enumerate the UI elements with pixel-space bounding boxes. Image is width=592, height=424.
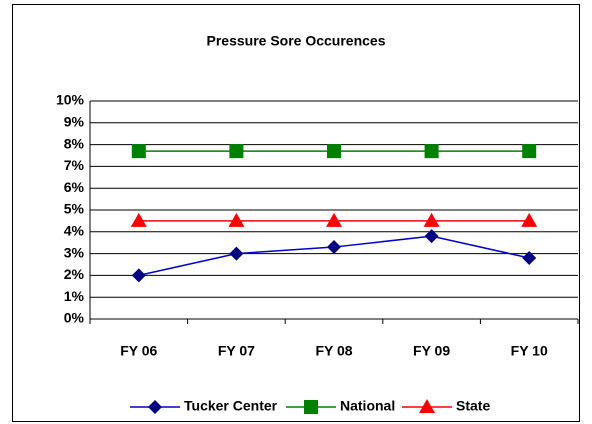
data-point bbox=[326, 212, 342, 227]
y-tick-label: 2% bbox=[64, 266, 85, 282]
legend-marker bbox=[419, 399, 435, 413]
data-point bbox=[423, 212, 440, 227]
chart-title: Pressure Sore Occurences bbox=[207, 33, 386, 49]
data-point bbox=[130, 212, 147, 227]
data-point bbox=[521, 212, 538, 227]
data-point bbox=[522, 144, 537, 159]
data-point bbox=[131, 268, 146, 283]
y-tick-label: 8% bbox=[64, 135, 85, 151]
data-point bbox=[522, 250, 537, 265]
y-tick-label: 4% bbox=[64, 223, 85, 239]
legend-label: Tucker Center bbox=[184, 398, 278, 414]
x-tick-label: FY 10 bbox=[511, 343, 548, 359]
y-tick-label: 1% bbox=[64, 288, 85, 304]
chart-border bbox=[12, 4, 580, 422]
legend-marker bbox=[304, 400, 318, 414]
x-tick-label: FY 09 bbox=[413, 343, 450, 359]
data-point bbox=[327, 240, 341, 255]
data-point bbox=[424, 144, 439, 159]
data-point bbox=[327, 144, 341, 159]
y-tick-label: 9% bbox=[64, 114, 85, 130]
y-tick-label: 0% bbox=[64, 310, 85, 326]
legend-marker bbox=[148, 400, 162, 414]
data-point bbox=[229, 144, 244, 159]
y-tick-label: 3% bbox=[64, 244, 85, 260]
y-tick-label: 5% bbox=[64, 201, 85, 217]
legend-label: State bbox=[456, 398, 490, 414]
x-tick-label: FY 07 bbox=[218, 343, 255, 359]
y-tick-label: 6% bbox=[64, 179, 85, 195]
x-tick-label: FY 08 bbox=[315, 343, 352, 359]
y-tick-label: 10% bbox=[56, 92, 85, 108]
data-point bbox=[228, 212, 245, 227]
x-tick-label: FY 06 bbox=[120, 343, 157, 359]
data-point bbox=[131, 144, 146, 159]
data-point bbox=[229, 246, 244, 261]
legend-label: National bbox=[340, 398, 395, 414]
data-point bbox=[424, 229, 439, 244]
y-tick-label: 7% bbox=[64, 157, 85, 173]
